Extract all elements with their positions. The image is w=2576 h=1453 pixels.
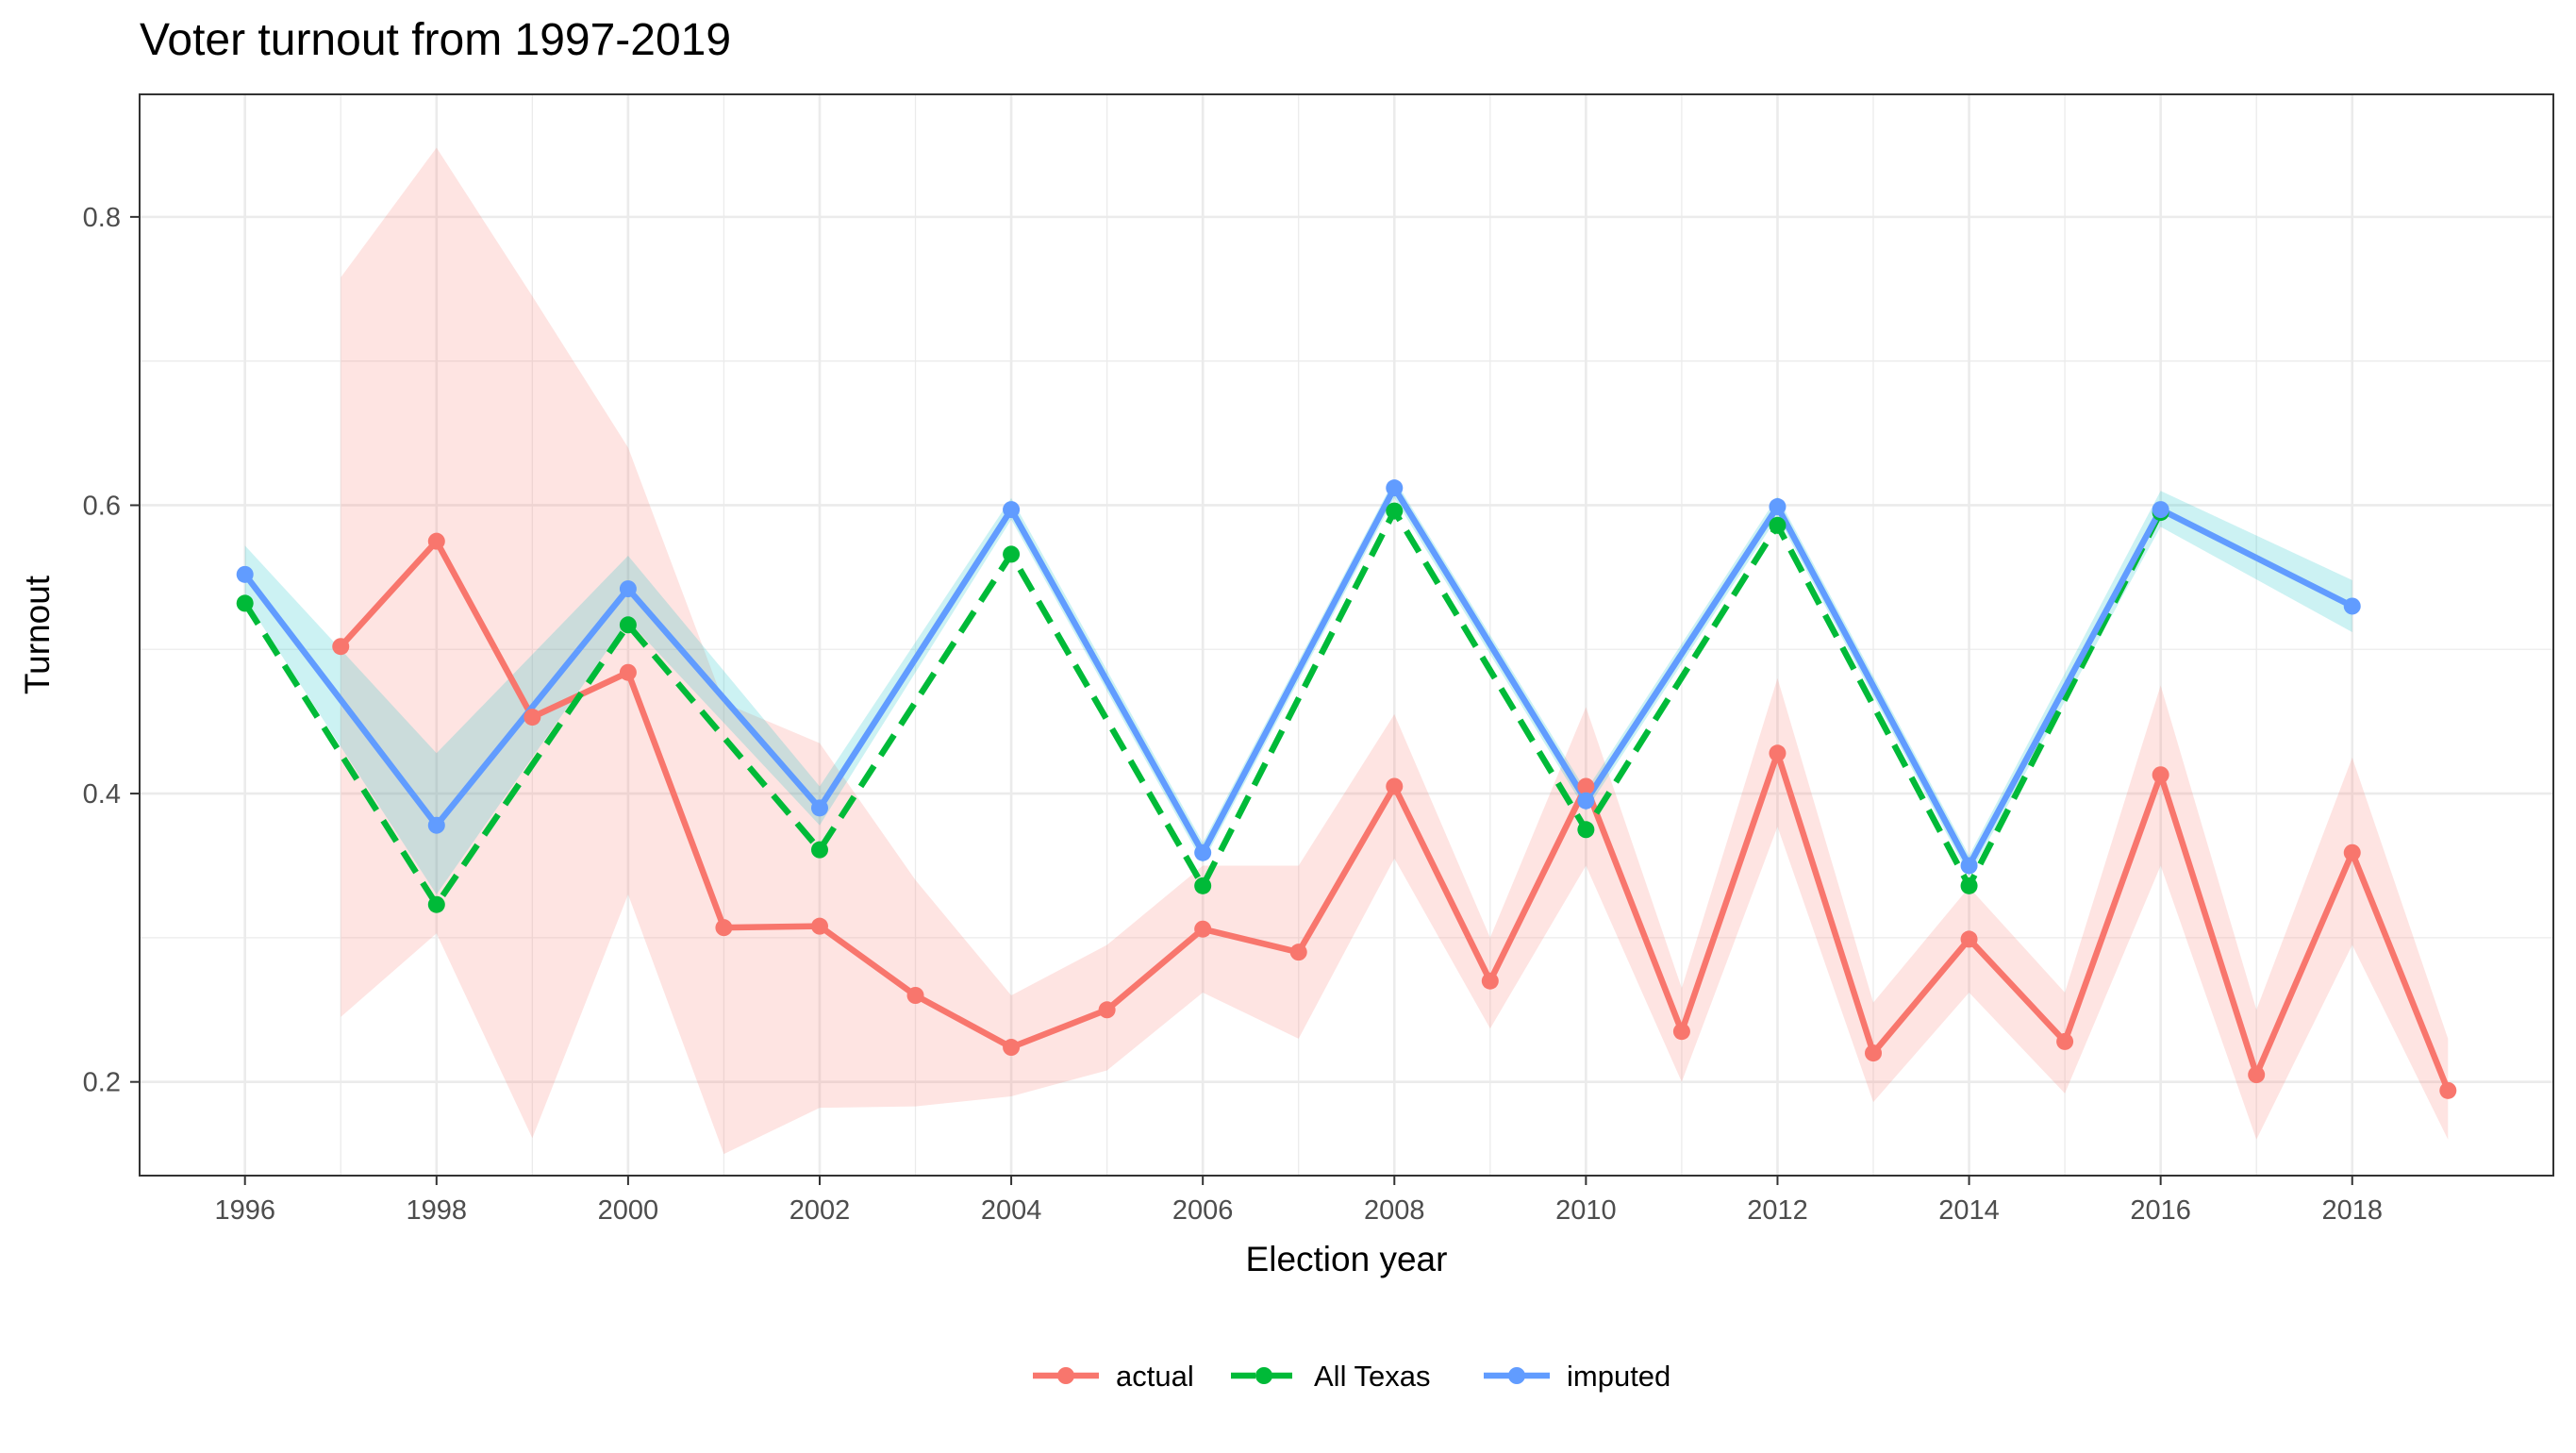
data-point-actual — [427, 532, 445, 550]
data-point-actual — [332, 638, 350, 656]
data-point-all-texas — [810, 841, 828, 859]
y-tick-label: 0.2 — [83, 1068, 121, 1098]
x-tick-label: 2002 — [789, 1195, 851, 1226]
data-point-actual — [2248, 1066, 2266, 1084]
data-point-all-texas — [236, 594, 254, 612]
data-point-actual — [2056, 1032, 2074, 1050]
data-point-imputed — [2343, 597, 2361, 615]
data-point-imputed — [1960, 857, 1978, 875]
x-tick-label: 2004 — [981, 1195, 1042, 1226]
data-point-all-texas — [1960, 877, 1978, 894]
legend-key-point — [1057, 1367, 1074, 1384]
x-tick-label: 2008 — [1364, 1195, 1425, 1226]
x-tick-label: 2016 — [2130, 1195, 2191, 1226]
data-point-actual — [619, 663, 637, 681]
data-point-actual — [1386, 777, 1404, 795]
data-point-actual — [1769, 744, 1787, 762]
data-point-imputed — [1577, 792, 1595, 810]
legend: actual All Texas imputed — [1033, 1360, 1670, 1393]
data-point-imputed — [1386, 479, 1404, 497]
data-point-actual — [1577, 777, 1595, 795]
data-point-actual — [1481, 972, 1499, 990]
data-point-imputed — [1769, 498, 1787, 516]
confidence-band-imputed — [244, 478, 2352, 895]
plot-panel-border — [139, 93, 2554, 1177]
data-point-imputed — [236, 565, 254, 583]
data-point-actual — [1960, 930, 1978, 948]
data-point-imputed — [810, 799, 828, 817]
confidence-bands — [244, 147, 2449, 1155]
data-point-all-texas — [427, 895, 445, 913]
x-tick-label: 2010 — [1555, 1195, 1617, 1226]
legend-key-point — [1508, 1367, 1525, 1384]
data-point-all-texas — [619, 616, 637, 634]
chart-title: Voter turnout from 1997-2019 — [140, 15, 731, 65]
x-axis-title: Election year — [1246, 1240, 1448, 1278]
data-point-actual — [1003, 1039, 1021, 1057]
data-point-all-texas — [1386, 502, 1404, 520]
series-line-imputed — [242, 484, 2354, 869]
legend-label: All Texas — [1314, 1360, 1431, 1393]
confidence-band-actual — [341, 147, 2449, 1155]
data-point-actual — [715, 919, 733, 937]
legend-label: imputed — [1567, 1360, 1670, 1393]
data-point-actual — [2439, 1081, 2457, 1099]
data-point-actual — [1194, 920, 1212, 938]
axes: 1996 1998 2000 2002 2004 2006 2008 2010 2012 2014… — [83, 203, 2383, 1226]
data-point-all-texas — [1577, 821, 1595, 839]
data-point-actual — [1098, 1001, 1116, 1019]
data-point-all-texas — [1769, 516, 1787, 534]
data-point-all-texas — [1194, 877, 1212, 894]
data-point-all-texas — [1003, 545, 1021, 563]
data-point-imputed — [1003, 501, 1021, 519]
data-point-actual — [810, 917, 828, 935]
data-point-imputed — [1194, 843, 1212, 861]
x-tick-label: 2014 — [1938, 1195, 2000, 1226]
y-tick-label: 0.6 — [83, 491, 121, 521]
data-point-actual — [906, 987, 924, 1004]
y-tick-label: 0.8 — [83, 203, 121, 233]
series-points — [236, 479, 2457, 1099]
data-point-actual — [1289, 944, 1307, 961]
x-tick-label: 2012 — [1747, 1195, 1808, 1226]
data-point-actual — [2343, 843, 2361, 861]
x-tick-label: 1998 — [407, 1195, 468, 1226]
legend-key-point — [1255, 1367, 1272, 1384]
x-tick-label: 2018 — [2321, 1195, 2383, 1226]
data-point-actual — [1672, 1023, 1690, 1041]
data-point-imputed — [427, 816, 445, 834]
y-axis-title: Turnout — [18, 575, 57, 694]
y-tick-label: 0.4 — [83, 779, 121, 810]
x-tick-label: 2006 — [1172, 1195, 1234, 1226]
legend-label: actual — [1116, 1360, 1194, 1393]
grid-lines — [140, 94, 2553, 1176]
data-point-actual — [524, 709, 541, 726]
data-point-imputed — [2152, 501, 2169, 519]
x-tick-label: 1996 — [214, 1195, 275, 1226]
data-point-actual — [1865, 1044, 1883, 1062]
x-tick-label: 2000 — [598, 1195, 659, 1226]
data-point-actual — [2152, 766, 2169, 784]
data-point-imputed — [619, 580, 637, 598]
